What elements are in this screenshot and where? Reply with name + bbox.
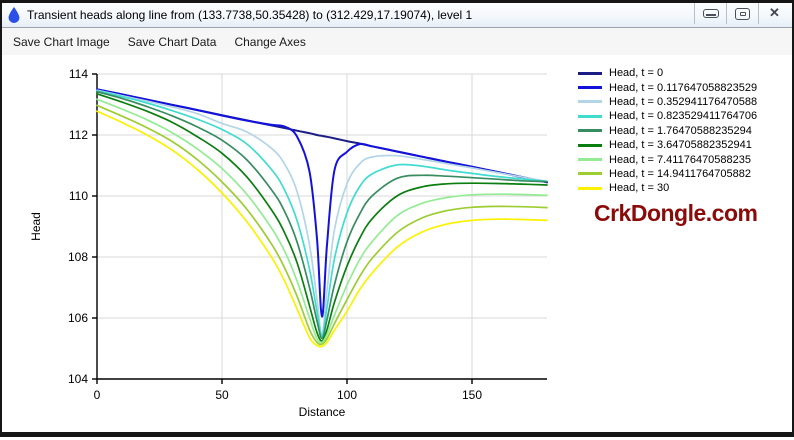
legend-swatch bbox=[578, 186, 602, 190]
window-title: Transient heads along line from (133.773… bbox=[27, 8, 473, 22]
legend-swatch bbox=[578, 71, 602, 75]
axes bbox=[92, 73, 547, 384]
x-tick-label: 50 bbox=[215, 388, 229, 402]
curve-7 bbox=[96, 104, 548, 346]
legend-label: Head, t = 14.9411764705882 bbox=[609, 167, 752, 180]
chart-area: 104 106 108 110 112 114 0 50 100 150 Head Distance … bbox=[2, 55, 792, 432]
legend-label: Head, t = 1.76470588235294 bbox=[609, 124, 752, 137]
curve-2 bbox=[96, 89, 548, 336]
legend-swatch bbox=[578, 114, 602, 118]
y-tick-label: 114 bbox=[69, 67, 88, 81]
y-tick-label: 106 bbox=[68, 311, 88, 325]
legend-label: Head, t = 0.352941176470588 bbox=[609, 95, 758, 108]
menu-bar: Save Chart Image Save Chart Data Change … bbox=[2, 28, 792, 55]
legend-label: Head, t = 0.823529411764706 bbox=[609, 110, 758, 123]
legend-label: Head, t = 3.64705882352941 bbox=[609, 139, 752, 152]
y-tick-label: 104 bbox=[68, 372, 88, 386]
legend-item: Head, t = 1.76470588235294 bbox=[578, 124, 757, 138]
legend-swatch bbox=[578, 143, 602, 147]
curve-4 bbox=[96, 90, 548, 340]
maximize-icon bbox=[735, 7, 750, 20]
x-tick-label: 100 bbox=[337, 388, 357, 402]
water-drop-icon bbox=[8, 7, 20, 23]
window-controls: ✕ bbox=[694, 3, 790, 24]
menu-item-save-chart-image[interactable]: Save Chart Image bbox=[13, 34, 110, 49]
legend-item: Head, t = 0.352941176470588 bbox=[578, 95, 757, 109]
menu-item-save-chart-data[interactable]: Save Chart Data bbox=[127, 34, 217, 49]
legend-swatch bbox=[578, 172, 602, 176]
legend-label: Head, t = 0 bbox=[609, 67, 664, 80]
y-tick-label: 110 bbox=[69, 189, 88, 203]
y-tick-label: 108 bbox=[68, 250, 88, 264]
series-curves bbox=[96, 88, 548, 348]
minimize-button[interactable] bbox=[694, 3, 726, 24]
legend-swatch bbox=[578, 86, 602, 90]
close-icon: ✕ bbox=[769, 6, 780, 21]
x-tick-label: 0 bbox=[94, 388, 101, 402]
legend-item: Head, t = 14.9411764705882 bbox=[578, 167, 757, 181]
legend-item: Head, t = 0.823529411764706 bbox=[578, 109, 757, 123]
legend-swatch bbox=[578, 100, 602, 104]
curve-8 bbox=[96, 110, 548, 348]
legend-swatch bbox=[578, 158, 602, 162]
y-tick-label: 112 bbox=[69, 128, 88, 142]
legend-label: Head, t = 7.41176470588235 bbox=[609, 153, 752, 166]
y-axis-title: Head bbox=[29, 212, 43, 241]
legend-item: Head, t = 30 bbox=[578, 181, 757, 195]
curve-6 bbox=[96, 98, 548, 344]
legend-label: Head, t = 0.117647058823529 bbox=[609, 81, 758, 94]
legend-item: Head, t = 7.41176470588235 bbox=[578, 152, 757, 166]
curve-5 bbox=[96, 92, 548, 342]
curve-1 bbox=[96, 88, 548, 318]
maximize-button[interactable] bbox=[726, 3, 758, 24]
legend-item: Head, t = 3.64705882352941 bbox=[578, 138, 757, 152]
legend-swatch bbox=[578, 129, 602, 133]
x-tick-label: 150 bbox=[462, 388, 482, 402]
menu-item-change-axes[interactable]: Change Axes bbox=[234, 34, 306, 49]
legend-item: Head, t = 0.117647058823529 bbox=[578, 80, 757, 94]
minimize-icon bbox=[702, 9, 719, 18]
legend-item: Head, t = 0 bbox=[578, 66, 757, 80]
watermark-text: CrkDongle.com bbox=[594, 200, 758, 226]
curve-3 bbox=[96, 89, 548, 338]
chart-legend: Head, t = 0 Head, t = 0.117647058823529 He… bbox=[578, 66, 757, 196]
gridlines bbox=[97, 73, 547, 379]
legend-label: Head, t = 30 bbox=[609, 182, 670, 195]
close-button[interactable]: ✕ bbox=[758, 3, 790, 24]
title-bar[interactable]: Transient heads along line from (133.773… bbox=[2, 3, 792, 28]
chart-svg: 104 106 108 110 112 114 0 50 100 150 Head Distance bbox=[29, 67, 548, 419]
x-axis-title: Distance bbox=[299, 405, 346, 419]
tick-labels: 104 106 108 110 112 114 0 50 100 150 bbox=[68, 67, 482, 402]
